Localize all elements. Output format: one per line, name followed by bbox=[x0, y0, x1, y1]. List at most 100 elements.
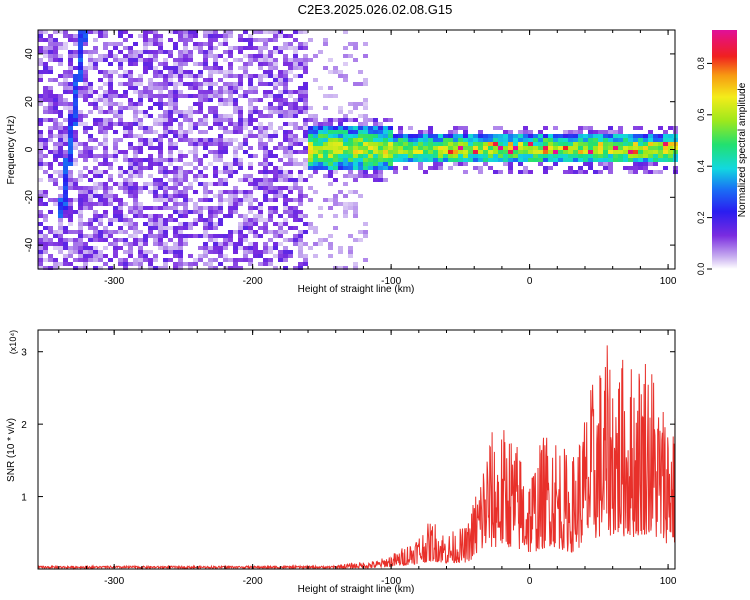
spectrogram-cell bbox=[178, 62, 183, 66]
spectrogram-cell bbox=[58, 194, 63, 198]
spectrogram-cell bbox=[148, 86, 153, 90]
spectrogram-cell bbox=[73, 94, 78, 98]
spectrogram-cell bbox=[283, 78, 288, 82]
spectrogram-cell bbox=[398, 138, 403, 142]
spectrogram-cell bbox=[193, 110, 198, 114]
spectrogram-cell bbox=[218, 222, 223, 226]
spectrogram-cell bbox=[268, 122, 273, 126]
spectrogram-cell bbox=[168, 206, 173, 210]
spectrogram-cell bbox=[298, 110, 303, 114]
spectrogram-cell bbox=[43, 66, 48, 70]
spectrogram-cell bbox=[88, 186, 93, 190]
spectrogram-cell bbox=[153, 50, 158, 54]
spectrogram-cell bbox=[263, 30, 268, 34]
spectrogram-cell bbox=[88, 250, 93, 254]
spectrogram-cell bbox=[78, 266, 83, 270]
spectrogram-cell bbox=[488, 146, 493, 150]
spectrogram-cell bbox=[133, 186, 138, 190]
spectrogram-cell bbox=[138, 166, 143, 170]
spectrogram-cell bbox=[273, 174, 278, 178]
spectrogram-cell bbox=[288, 158, 293, 162]
spectrogram-cell bbox=[273, 178, 278, 182]
spectrogram-cell bbox=[353, 190, 358, 194]
spectrogram-cell bbox=[328, 254, 333, 258]
spectrogram-cell bbox=[313, 162, 318, 166]
spectrogram-cell bbox=[63, 246, 68, 250]
spectrogram-cell bbox=[113, 110, 118, 114]
spectrogram-cell bbox=[603, 158, 608, 162]
spectrogram-cell bbox=[83, 130, 88, 134]
spectrogram-cell bbox=[58, 174, 63, 178]
spectrogram-cell bbox=[278, 146, 283, 150]
spectrogram-cell bbox=[473, 138, 478, 142]
spectrogram-cell bbox=[288, 42, 293, 46]
spectrogram-cell bbox=[218, 234, 223, 238]
spectrogram-cell bbox=[173, 82, 178, 86]
spectrogram-cell bbox=[143, 166, 148, 170]
spectrogram-cell bbox=[228, 98, 233, 102]
spectrogram-cell bbox=[283, 150, 288, 154]
spectrogram-cell bbox=[128, 86, 133, 90]
spectrogram-cell bbox=[68, 82, 73, 86]
spectrogram-cell bbox=[263, 190, 268, 194]
spectrogram-cell bbox=[183, 234, 188, 238]
spectrogram-cell bbox=[243, 174, 248, 178]
spectrogram-cell bbox=[318, 166, 323, 170]
spectrogram-cell bbox=[243, 54, 248, 58]
spectrogram-cell bbox=[138, 174, 143, 178]
spectrogram-x-tick-label: -300 bbox=[104, 276, 124, 287]
spectrogram-cell bbox=[113, 58, 118, 62]
spectrogram-cell bbox=[123, 30, 128, 34]
spectrogram-cell bbox=[148, 130, 153, 134]
spectrogram-cell bbox=[293, 58, 298, 62]
spectrogram-cell bbox=[298, 162, 303, 166]
spectrogram-cell bbox=[248, 82, 253, 86]
spectrogram-cell bbox=[128, 82, 133, 86]
spectrogram-cell bbox=[108, 258, 113, 262]
spectrogram-cell bbox=[433, 134, 438, 138]
spectrogram-cell bbox=[523, 142, 528, 146]
spectrogram-cell bbox=[588, 166, 593, 170]
spectrogram-cell bbox=[313, 126, 318, 130]
spectrogram-cell bbox=[93, 38, 98, 42]
spectrogram-cell bbox=[213, 66, 218, 70]
spectrogram-cell bbox=[208, 46, 213, 50]
spectrogram-cell bbox=[228, 170, 233, 174]
spectrogram-cell bbox=[53, 94, 58, 98]
spectrogram-cell bbox=[113, 210, 118, 214]
spectrogram-cell bbox=[343, 130, 348, 134]
spectrogram-cell bbox=[333, 158, 338, 162]
spectrogram-cell bbox=[268, 102, 273, 106]
spectrogram-cell bbox=[313, 122, 318, 126]
spectrogram-cell bbox=[163, 126, 168, 130]
spectrogram-cell bbox=[228, 86, 233, 90]
spectrogram-cell bbox=[338, 166, 343, 170]
spectrogram-cell bbox=[133, 134, 138, 138]
spectrogram-cell bbox=[248, 118, 253, 122]
spectrogram-cell bbox=[423, 134, 428, 138]
spectrogram-cell bbox=[63, 78, 68, 82]
spectrogram-cell bbox=[238, 246, 243, 250]
spectrogram-cell bbox=[228, 142, 233, 146]
spectrogram-cell bbox=[333, 130, 338, 134]
spectrogram-cell bbox=[288, 90, 293, 94]
spectrogram-cell bbox=[118, 218, 123, 222]
spectrogram-cell bbox=[58, 42, 63, 46]
spectrogram-cell bbox=[58, 202, 63, 206]
spectrogram-cell bbox=[138, 90, 143, 94]
spectrogram-cell bbox=[393, 142, 398, 146]
spectrogram-cell bbox=[178, 38, 183, 42]
spectrogram-cell bbox=[213, 46, 218, 50]
spectrogram-cell bbox=[283, 114, 288, 118]
spectrogram-x-tick-label: 100 bbox=[660, 276, 677, 287]
spectrogram-cell bbox=[538, 154, 543, 158]
spectrogram-cell bbox=[48, 178, 53, 182]
spectrogram-cell bbox=[303, 230, 308, 234]
spectrogram-cell bbox=[483, 138, 488, 142]
spectrogram-cell bbox=[278, 214, 283, 218]
spectrogram-cell bbox=[168, 214, 173, 218]
spectrogram-cell bbox=[373, 174, 378, 178]
spectrogram-cell bbox=[258, 46, 263, 50]
spectrogram-cell bbox=[178, 82, 183, 86]
spectrogram-cell bbox=[578, 158, 583, 162]
